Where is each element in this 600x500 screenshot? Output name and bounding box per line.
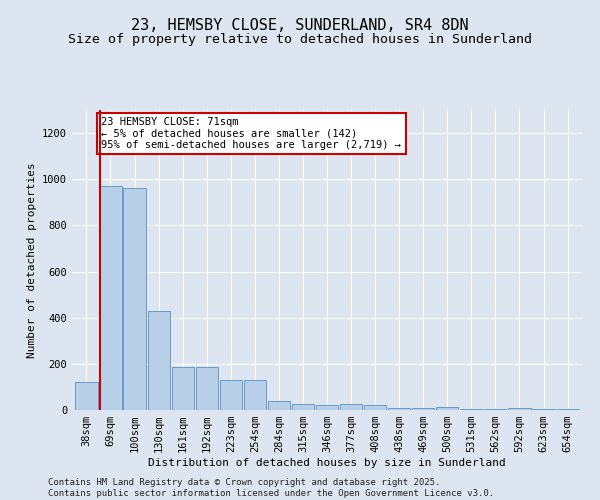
Bar xyxy=(76,382,98,410)
Bar xyxy=(436,407,458,410)
Bar xyxy=(316,406,338,410)
Bar xyxy=(532,409,554,410)
Text: Contains HM Land Registry data © Crown copyright and database right 2025.
Contai: Contains HM Land Registry data © Crown c… xyxy=(48,478,494,498)
Bar xyxy=(364,405,386,410)
Bar xyxy=(220,380,242,410)
Text: Size of property relative to detached houses in Sunderland: Size of property relative to detached ho… xyxy=(68,32,532,46)
Bar xyxy=(412,408,434,410)
Bar xyxy=(460,409,482,410)
Bar xyxy=(196,368,218,410)
X-axis label: Distribution of detached houses by size in Sunderland: Distribution of detached houses by size … xyxy=(148,458,506,468)
Bar xyxy=(148,311,170,410)
Bar xyxy=(388,408,410,410)
Bar xyxy=(508,408,530,410)
Bar xyxy=(340,404,362,410)
Bar xyxy=(557,409,578,410)
Bar xyxy=(292,404,314,410)
Bar xyxy=(484,409,506,410)
Y-axis label: Number of detached properties: Number of detached properties xyxy=(26,162,37,358)
Bar xyxy=(124,188,146,410)
Text: 23, HEMSBY CLOSE, SUNDERLAND, SR4 8DN: 23, HEMSBY CLOSE, SUNDERLAND, SR4 8DN xyxy=(131,18,469,32)
Bar xyxy=(244,380,266,410)
Bar xyxy=(100,186,122,410)
Bar xyxy=(268,401,290,410)
Bar xyxy=(172,368,194,410)
Text: 23 HEMSBY CLOSE: 71sqm
← 5% of detached houses are smaller (142)
95% of semi-det: 23 HEMSBY CLOSE: 71sqm ← 5% of detached … xyxy=(101,117,401,150)
